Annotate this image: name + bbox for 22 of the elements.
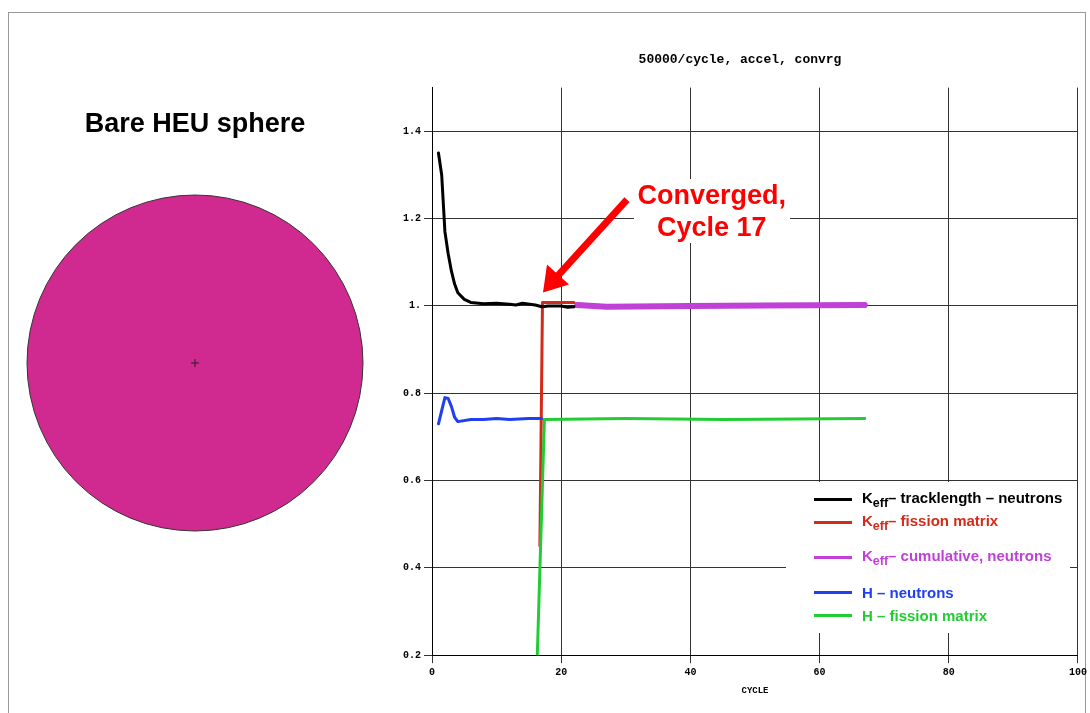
y-tick-label: 0.6 bbox=[402, 475, 421, 487]
legend-label: K$_{eff}$– fission matrix bbox=[861, 512, 999, 534]
y-tick-label: 1.2 bbox=[402, 213, 421, 225]
legend-label: H – neutrons bbox=[861, 584, 954, 602]
legend-label: K$_{eff}$– cumulative, neutrons bbox=[861, 547, 1052, 569]
x-tick-label: 0 bbox=[429, 666, 436, 678]
legend-label: K$_{eff}$– tracklength – neutrons bbox=[861, 489, 1063, 511]
y-tick-label: 0.8 bbox=[402, 387, 421, 399]
x-tick-label: 40 bbox=[684, 666, 697, 678]
x-tick-label: 20 bbox=[555, 666, 568, 678]
x-tick-label: 80 bbox=[942, 666, 955, 678]
x-tick-label: 60 bbox=[813, 666, 826, 678]
text: Bare HEU sphere bbox=[83, 108, 307, 139]
y-tick-label: 1.4 bbox=[402, 125, 421, 137]
y-tick-label: 0.2 bbox=[402, 649, 421, 661]
annotation: Converged, Cycle 17 bbox=[633, 178, 791, 243]
x-tick-label: 100 bbox=[1068, 666, 1088, 678]
legend-label: H – fission matrix bbox=[861, 607, 988, 625]
x-axis-title: CYCLE bbox=[741, 685, 770, 696]
chart-title: 50000/cycle, accel, convrg bbox=[638, 52, 842, 68]
y-tick-label: 0.4 bbox=[402, 562, 421, 574]
y-tick-label: 1. bbox=[408, 300, 421, 312]
